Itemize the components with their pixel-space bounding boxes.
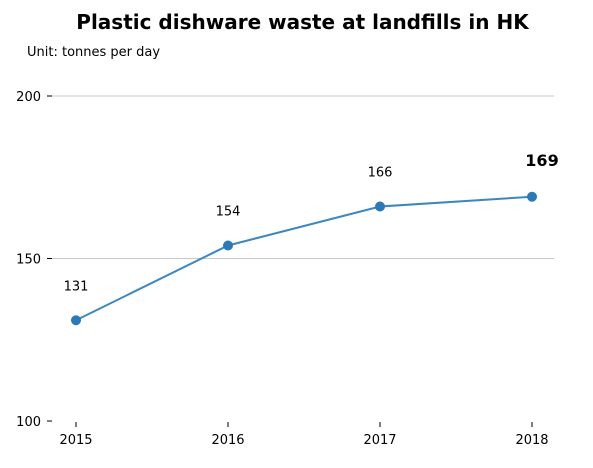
chart-subtitle: Unit: tonnes per day <box>27 45 161 60</box>
data-labels: 131 154 166 169 <box>64 151 559 295</box>
x-tick-label: 2018 <box>515 433 548 448</box>
y-tick-label: 100 <box>16 415 41 430</box>
data-label: 131 <box>64 279 89 294</box>
series-line-0 <box>75 195 533 322</box>
y-tick-label: 200 <box>16 90 41 105</box>
data-point <box>223 240 233 251</box>
y-tick-label: 150 <box>16 253 41 268</box>
data-label: 169 <box>525 151 558 170</box>
gridlines <box>52 95 554 259</box>
x-tick-label: 2016 <box>211 433 244 448</box>
data-point <box>375 201 385 212</box>
data-point <box>71 315 81 326</box>
x-tick-label: 2015 <box>59 433 92 448</box>
x-tick-label: 2017 <box>363 433 396 448</box>
data-label: 154 <box>216 205 241 220</box>
data-label: 166 <box>368 166 393 181</box>
chart-title: Plastic dishware waste at landfills in H… <box>76 10 529 34</box>
axes: 100 150 200 2015 2016 2017 2018 <box>16 90 548 448</box>
data-point <box>527 191 537 202</box>
series-line <box>71 191 537 326</box>
